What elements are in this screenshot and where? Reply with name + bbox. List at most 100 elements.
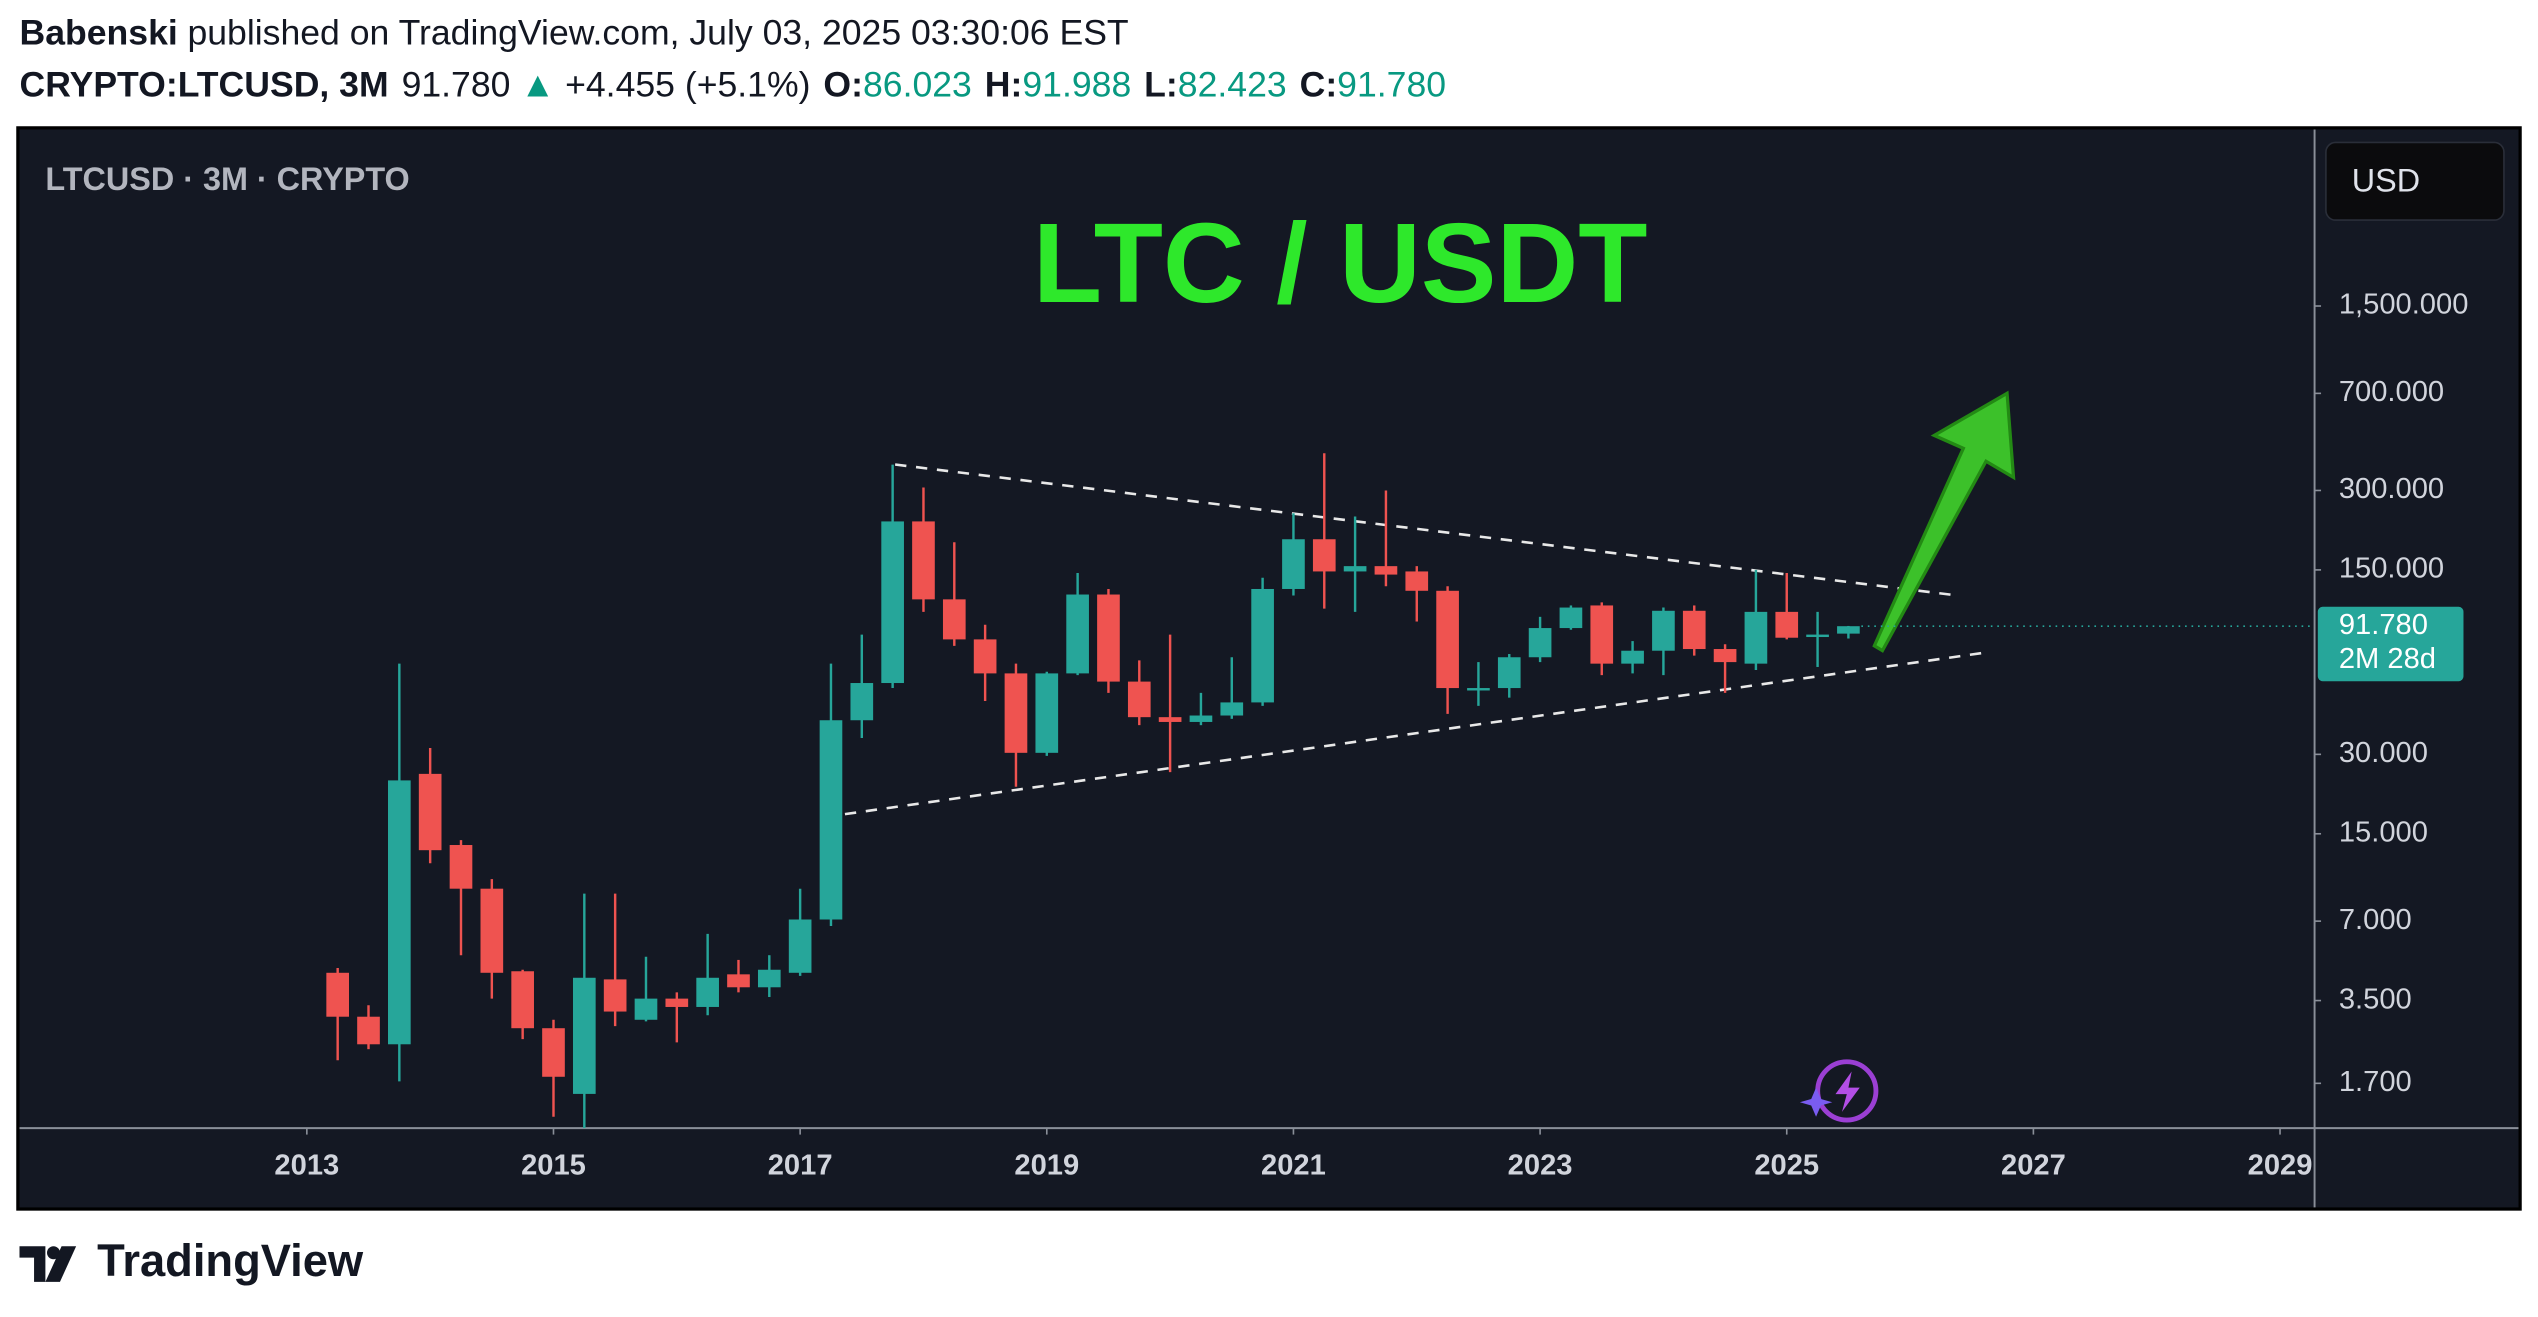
- icon-bolt: [1835, 1071, 1860, 1112]
- x-tick-label: 2017: [768, 1150, 833, 1182]
- ohlc-label: L:: [1144, 65, 1178, 105]
- candle-body: [1343, 566, 1367, 572]
- candle-body: [973, 639, 997, 674]
- candle-body: [1467, 688, 1490, 691]
- ohlc-value: 82.423: [1178, 65, 1287, 105]
- brand: TradingView: [97, 1235, 364, 1286]
- candle-body: [1652, 610, 1675, 651]
- candle-body: [1189, 715, 1213, 722]
- author: Babenski: [19, 13, 177, 53]
- last-price-label: 91.780: [2339, 609, 2428, 641]
- up-arrow: ▲: [520, 65, 555, 105]
- icon-ring: [1815, 1059, 1879, 1123]
- trend-line-upper: [894, 463, 1959, 597]
- last-price: 91.780: [402, 65, 511, 105]
- candle-body: [418, 773, 442, 851]
- candle-body: [326, 972, 350, 1017]
- chart-title: LTC / USDT: [1033, 200, 1648, 327]
- candle-body: [1251, 588, 1274, 703]
- x-tick-label: 2015: [521, 1150, 586, 1182]
- assistant-icon: [1799, 1059, 1879, 1123]
- logo-mark: [19, 1246, 46, 1282]
- logo-mark: [47, 1246, 60, 1260]
- candle-body: [1405, 571, 1429, 591]
- y-tick-label: 15.000: [2339, 816, 2428, 848]
- ohlc-value: 86.023: [863, 65, 972, 105]
- ohlc-value: 91.780: [1337, 65, 1446, 105]
- candle-body: [1312, 539, 1336, 572]
- candle-body: [665, 998, 689, 1007]
- y-tick-label: 1.700: [2339, 1066, 2412, 1098]
- countdown-label: 2M 28d: [2339, 643, 2436, 675]
- candle-body: [696, 977, 719, 1007]
- breakout-arrow: [1872, 390, 2016, 653]
- tradingview-logo: [19, 1246, 77, 1282]
- last-price-badge: [2317, 606, 2464, 682]
- logo-mark: [45, 1246, 77, 1282]
- x-tick-label: 2025: [1754, 1150, 1819, 1182]
- candle-body: [1621, 650, 1644, 664]
- candle-body: [1528, 628, 1552, 658]
- candle-body: [942, 599, 966, 640]
- candle-body: [1559, 607, 1583, 629]
- candle-body: [1806, 634, 1829, 638]
- candle-body: [1158, 717, 1182, 722]
- plot: 1,500.000 700.000 300.000 150.000 30.000 15.0…: [274, 289, 2468, 1182]
- header-line-1: Babenski published on TradingView.com, Ju…: [19, 13, 1128, 53]
- y-tick-label: 30.000: [2339, 737, 2428, 769]
- chart-area: [16, 126, 2522, 1211]
- candle-body: [1097, 594, 1120, 682]
- candle-body: [480, 888, 504, 973]
- candle-body: [634, 998, 658, 1020]
- candle-body: [819, 720, 843, 920]
- candle-body: [1775, 611, 1799, 638]
- candle-body: [788, 919, 812, 973]
- candle-body: [1744, 611, 1768, 664]
- currency-button[interactable]: [2325, 141, 2505, 221]
- x-tick-label: 2021: [1261, 1150, 1326, 1182]
- trend-line-lower: [844, 650, 1988, 816]
- candle-body: [757, 969, 781, 988]
- candle-body: [542, 1028, 565, 1077]
- ohlc-label: O:: [823, 65, 863, 105]
- change: +4.455 (+5.1%): [565, 65, 810, 105]
- ohlc-value: 91.988: [1022, 65, 1131, 105]
- y-tick-label: 7.000: [2339, 904, 2412, 936]
- ohlc-label: C:: [1300, 65, 1338, 105]
- candle-body: [1713, 649, 1737, 663]
- candle-body: [1035, 673, 1059, 753]
- currency-label[interactable]: USD: [2352, 162, 2420, 198]
- header-line-2: CRYPTO:LTCUSD, 3M 91.780 ▲ +4.455 (+5.1%) O:…: [19, 65, 1446, 105]
- published: published on TradingView.com, July 03, 2…: [187, 13, 1128, 53]
- chart-subtitle: LTCUSD · 3M · CRYPTO: [45, 161, 409, 197]
- candle-body: [572, 977, 596, 1094]
- candle-body: [1220, 702, 1244, 716]
- candle-body: [1590, 605, 1614, 664]
- candle-body: [511, 971, 534, 1029]
- candle-body: [603, 979, 627, 1012]
- candle-body: [1497, 657, 1521, 689]
- candle-body: [881, 521, 904, 684]
- candle-body: [727, 974, 750, 988]
- candle-body: [850, 683, 874, 721]
- candle-body: [388, 780, 411, 1045]
- y-tick-label: 1,500.000: [2339, 289, 2469, 321]
- x-tick-label: 2029: [2248, 1150, 2313, 1182]
- x-tick-label: 2013: [274, 1150, 339, 1182]
- candle-body: [1837, 626, 1860, 634]
- x-tick-label: 2027: [2001, 1150, 2066, 1182]
- candle-body: [1066, 594, 1089, 674]
- x-tick-label: 2023: [1508, 1150, 1573, 1182]
- y-tick-label: 3.500: [2339, 983, 2412, 1015]
- candle-body: [1127, 681, 1151, 718]
- x-tick-label: 2019: [1014, 1150, 1079, 1182]
- icon-sparkle: [1799, 1087, 1833, 1117]
- y-tick-label: 300.000: [2339, 473, 2444, 505]
- candle-body: [357, 1016, 380, 1045]
- candle-body: [1004, 673, 1028, 753]
- candle-body: [1682, 610, 1706, 650]
- ohlc-label: H:: [985, 65, 1023, 105]
- candle-body: [1436, 590, 1459, 689]
